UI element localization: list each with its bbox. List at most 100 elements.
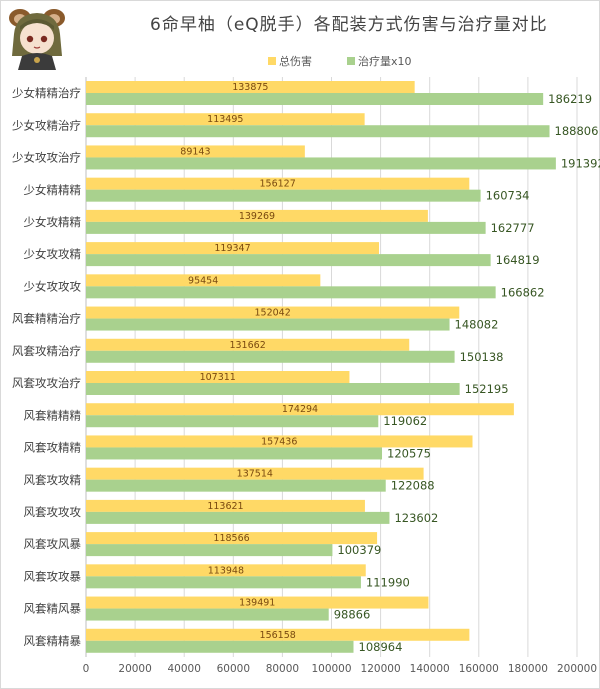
legend: 总伤害 治疗量x10 [268, 54, 412, 68]
x-tick-label: 200000 [557, 663, 597, 675]
data-label-healing: 108964 [359, 640, 403, 654]
bar-total-damage [86, 435, 473, 448]
bar-healing [86, 640, 354, 653]
category-label: 少女精精精 [24, 183, 82, 197]
data-label-healing: 123602 [394, 511, 438, 525]
x-tick-label: 100000 [311, 663, 351, 675]
data-label-total-damage: 113621 [207, 501, 243, 512]
bar-healing [86, 254, 491, 267]
bar-healing [86, 157, 556, 170]
bar-total-damage [86, 403, 514, 416]
bar-total-damage [86, 177, 470, 190]
bar-healing [86, 447, 383, 460]
bar-total-damage [86, 242, 379, 255]
bar-healing [86, 189, 481, 202]
category-label: 风套精精治疗 [12, 312, 81, 326]
data-label-healing: 160734 [486, 189, 530, 203]
bar-total-damage [86, 628, 470, 641]
category-label: 少女攻攻攻 [24, 279, 82, 293]
bar-total-damage [86, 467, 424, 480]
bar-total-damage [86, 209, 428, 222]
data-label-healing: 120575 [387, 446, 431, 460]
bar-healing [86, 383, 460, 395]
data-label-total-damage: 113948 [208, 565, 244, 576]
data-label-total-damage: 174294 [282, 404, 318, 415]
category-label: 少女攻精治疗 [12, 118, 81, 132]
bar-total-damage [86, 338, 410, 351]
data-label-total-damage: 139491 [239, 598, 275, 609]
x-tick-label: 40000 [167, 663, 200, 675]
category-label: 风套攻攻治疗 [12, 376, 81, 390]
x-tick-label: 80000 [266, 663, 299, 675]
data-label-healing: 164819 [496, 253, 540, 267]
data-label-total-damage: 107311 [200, 372, 236, 383]
data-label-total-damage: 119347 [214, 243, 250, 254]
category-label: 风套精风暴 [24, 602, 82, 616]
legend-swatch [347, 57, 355, 65]
x-tick-label: 0 [83, 663, 90, 675]
bar-healing [86, 479, 386, 492]
data-label-total-damage: 131662 [229, 340, 265, 351]
character-avatar [9, 9, 65, 70]
bar-healing [86, 93, 544, 105]
data-label-healing: 100379 [337, 543, 381, 557]
legend-label: 总伤害 [279, 54, 312, 68]
bar-total-damage [86, 371, 350, 383]
legend-swatch [268, 57, 276, 65]
bar-total-damage [86, 113, 365, 126]
category-label: 风套攻精治疗 [12, 344, 81, 358]
data-label-healing: 111990 [366, 575, 410, 589]
bar-total-damage [86, 274, 321, 287]
category-label: 少女攻精精 [24, 215, 82, 229]
data-label-healing: 152195 [465, 382, 509, 396]
chart-title: 6命早柚（eQ脱手）各配装方式伤害与治疗量对比 [150, 15, 548, 35]
x-tick-label: 160000 [459, 663, 499, 675]
legend-label: 治疗量x10 [358, 54, 412, 68]
data-label-healing: 166862 [501, 285, 545, 299]
bar-healing [86, 608, 329, 621]
bar-total-damage [86, 81, 415, 93]
data-label-total-damage: 113495 [207, 114, 243, 125]
bar-healing [86, 318, 450, 331]
bar-total-damage [86, 564, 366, 577]
bar-healing [86, 511, 390, 524]
data-label-healing: 162777 [491, 221, 535, 235]
data-label-healing: 191392 [561, 156, 600, 170]
data-label-total-damage: 156127 [260, 179, 296, 190]
data-label-total-damage: 152042 [254, 308, 290, 319]
data-label-total-damage: 156158 [260, 630, 296, 641]
bar-healing [86, 544, 333, 557]
bar-healing [86, 221, 486, 234]
x-tick-label: 120000 [361, 663, 401, 675]
category-label: 少女攻攻精 [24, 247, 82, 261]
bar-total-damage [86, 145, 305, 158]
labels: 0 20000 40000 60000 80000 100000 120000 140000 1… [12, 82, 600, 675]
category-label: 风套攻攻攻 [24, 505, 82, 519]
bars [86, 81, 556, 653]
data-label-healing: 148082 [455, 318, 499, 332]
category-label: 风套攻风暴 [24, 537, 82, 551]
bar-total-damage [86, 306, 460, 319]
x-tick-label: 20000 [118, 663, 151, 675]
bar-total-damage [86, 596, 429, 609]
bar-healing [86, 576, 361, 589]
bar-healing [86, 350, 455, 363]
bar-healing [86, 286, 496, 299]
data-label-healing: 119062 [383, 414, 427, 428]
x-tick-label: 140000 [410, 663, 450, 675]
x-tick-label: 180000 [508, 663, 548, 675]
data-label-total-damage: 137514 [237, 469, 273, 480]
data-label-healing: 188806 [555, 124, 599, 138]
data-label-total-damage: 157436 [261, 436, 297, 447]
category-label: 风套精精暴 [24, 634, 82, 648]
data-label-healing: 122088 [391, 479, 435, 493]
data-label-healing: 186219 [548, 92, 592, 106]
data-label-total-damage: 133875 [232, 82, 268, 93]
data-label-total-damage: 89143 [180, 146, 210, 157]
x-tick-label: 60000 [217, 663, 250, 675]
data-label-healing: 150138 [460, 350, 504, 364]
grid-lines [85, 77, 578, 657]
category-label: 风套攻精精 [24, 441, 82, 455]
category-label: 少女攻攻治疗 [12, 151, 81, 165]
